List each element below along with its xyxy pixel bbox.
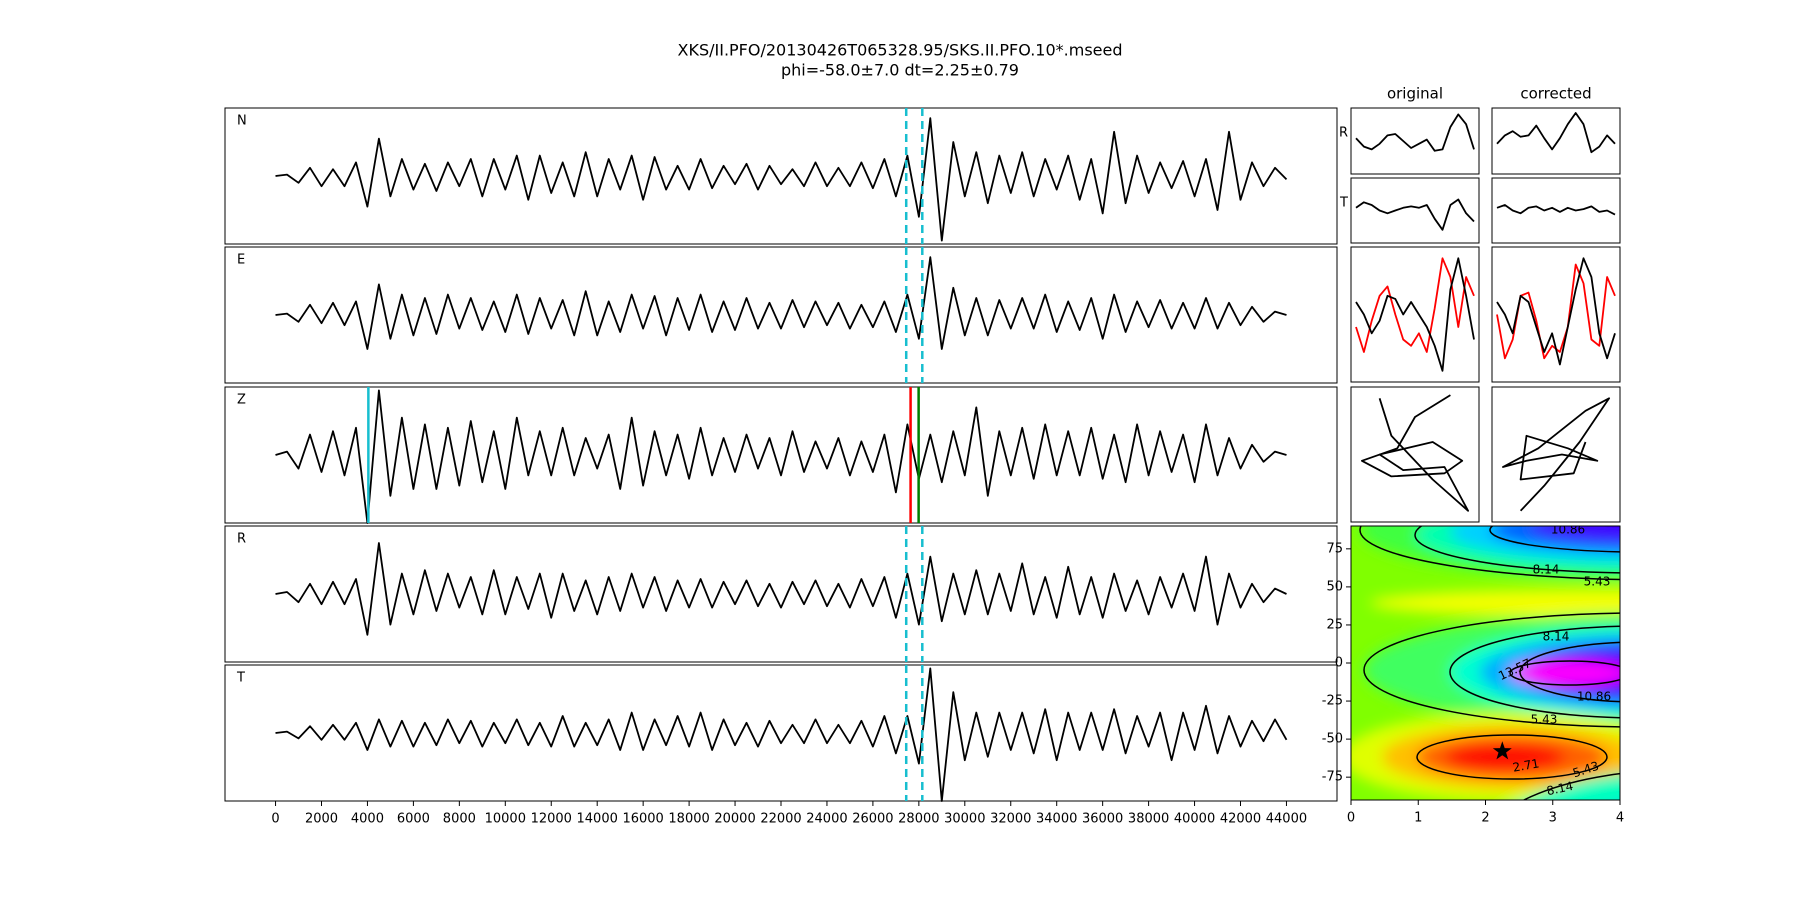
- contour-label: 2.71: [1512, 756, 1541, 774]
- trace-frame: [224, 246, 1338, 384]
- contour-label: 10.86: [1577, 690, 1611, 704]
- x-tick-label: 44000: [1266, 812, 1307, 827]
- x-tick-label: 1: [1414, 811, 1422, 826]
- contour-label: 5.43: [1531, 713, 1558, 727]
- x-tick-label: 8000: [443, 812, 476, 827]
- waveform: [275, 542, 1287, 636]
- contour-label: 5.43: [1584, 575, 1611, 589]
- x-tick-label: 40000: [1174, 812, 1215, 827]
- contour-lines: [1359, 526, 1620, 800]
- trace-frame: [224, 664, 1338, 802]
- window-frame: [1491, 107, 1621, 175]
- x-tick-label: 42000: [1220, 812, 1261, 827]
- y-tick-label: -50: [1322, 732, 1343, 747]
- window-trace: [1355, 198, 1475, 231]
- window-row-label: T: [1339, 196, 1348, 211]
- y-tick-label: -75: [1322, 770, 1343, 785]
- window-title: original: [1387, 85, 1443, 103]
- x-tick-label: 4: [1616, 811, 1624, 826]
- trace-frame: [224, 525, 1338, 663]
- y-tick-label: 25: [1326, 617, 1343, 632]
- x-tick-label: 10000: [485, 812, 526, 827]
- contour-label: 8.14: [1533, 563, 1560, 577]
- trace-label: E: [237, 253, 245, 268]
- window-frame: [1491, 386, 1621, 523]
- window-frame: [1350, 386, 1480, 523]
- x-tick-label: 36000: [1082, 812, 1123, 827]
- particle-motion: [1502, 397, 1610, 512]
- x-tick-label: 0: [1347, 811, 1355, 826]
- x-tick-label: 38000: [1128, 812, 1169, 827]
- x-tick-label: 3: [1549, 811, 1557, 826]
- trace-label: Z: [237, 393, 246, 408]
- waveform: [275, 117, 1288, 242]
- x-tick-label: 16000: [622, 812, 663, 827]
- window-title: corrected: [1520, 85, 1591, 103]
- error-surface: 10.86 8.14 5.43 8.14 13.57 10.86 5.43 2.…: [1351, 523, 1620, 800]
- subtitle: phi=-58.0±7.0 dt=2.25±0.79: [781, 61, 1019, 80]
- x-tick-label: 12000: [531, 812, 572, 827]
- waveform: [275, 667, 1288, 802]
- window-trace: [1496, 112, 1616, 154]
- x-tick-label: 18000: [668, 812, 709, 827]
- window-trace: [1496, 204, 1616, 216]
- x-tick-label: 28000: [898, 812, 939, 827]
- y-tick-label: 75: [1326, 541, 1343, 556]
- x-tick-label: 14000: [577, 812, 618, 827]
- x-tick-label: 2000: [305, 812, 338, 827]
- particle-motion: [1361, 394, 1469, 512]
- trace-frame: [224, 107, 1338, 245]
- window-frame: [1350, 177, 1480, 244]
- x-tick-label: 32000: [990, 812, 1031, 827]
- x-tick-label: 2: [1481, 811, 1489, 826]
- title: XKS/II.PFO/20130426T065328.95/SKS.II.PFO…: [678, 41, 1123, 60]
- x-tick-label: 26000: [852, 812, 893, 827]
- window-trace: [1496, 263, 1616, 360]
- trace-label: T: [236, 671, 245, 686]
- window-frame: [1350, 246, 1480, 383]
- trace-label: N: [237, 114, 247, 129]
- window-trace: [1496, 257, 1616, 366]
- y-tick-label: 0: [1335, 656, 1343, 671]
- window-trace: [1355, 257, 1475, 372]
- waveform: [275, 256, 1287, 350]
- contour-label: 10.86: [1551, 523, 1585, 537]
- x-tick-label: 34000: [1036, 812, 1077, 827]
- y-tick-label: 50: [1326, 579, 1343, 594]
- contour-label: 8.14: [1543, 630, 1570, 644]
- waveform: [275, 389, 1287, 524]
- y-tick-label: -25: [1322, 694, 1343, 709]
- trace-frame: [224, 386, 1338, 524]
- window-trace: [1355, 257, 1475, 353]
- x-tick-label: 22000: [760, 812, 801, 827]
- contour-label: 8.14: [1545, 779, 1574, 798]
- surface-fill: [1351, 526, 1620, 800]
- window-frame: [1491, 177, 1621, 244]
- best-fit-star: [1492, 741, 1512, 760]
- x-tick-label: 0: [271, 812, 279, 827]
- window-row-label: R: [1339, 126, 1348, 141]
- x-tick-label: 4000: [351, 812, 384, 827]
- x-tick-label: 30000: [944, 812, 985, 827]
- window-frame: [1491, 246, 1621, 383]
- window-frame: [1350, 107, 1480, 175]
- x-tick-label: 20000: [714, 812, 755, 827]
- window-trace: [1355, 113, 1475, 152]
- x-tick-label: 6000: [397, 812, 430, 827]
- trace-label: R: [237, 532, 246, 547]
- x-tick-label: 24000: [806, 812, 847, 827]
